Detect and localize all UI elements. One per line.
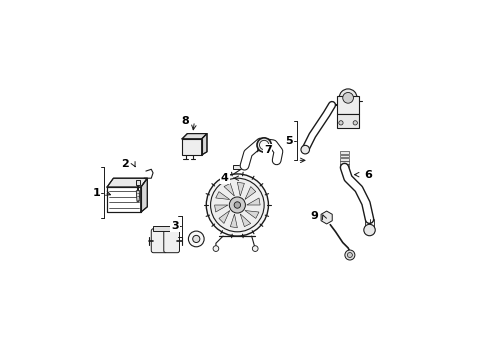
- Circle shape: [344, 250, 354, 260]
- Text: 5: 5: [285, 136, 292, 146]
- Polygon shape: [182, 134, 206, 139]
- Polygon shape: [141, 178, 147, 212]
- Bar: [340, 164, 348, 167]
- Polygon shape: [107, 187, 141, 212]
- Circle shape: [229, 197, 245, 213]
- Circle shape: [259, 140, 268, 150]
- Text: 8: 8: [182, 116, 189, 126]
- Polygon shape: [230, 214, 237, 228]
- Circle shape: [300, 145, 309, 154]
- Polygon shape: [215, 192, 229, 199]
- Text: 7: 7: [264, 145, 271, 155]
- Polygon shape: [246, 198, 260, 205]
- Bar: [182, 139, 201, 155]
- Bar: [233, 165, 241, 169]
- Circle shape: [346, 252, 352, 257]
- FancyBboxPatch shape: [151, 229, 166, 253]
- Circle shape: [234, 202, 240, 208]
- Circle shape: [338, 121, 343, 125]
- Text: 2: 2: [121, 159, 128, 169]
- Polygon shape: [136, 191, 140, 202]
- Text: 9: 9: [309, 211, 318, 221]
- Bar: [340, 154, 348, 157]
- Circle shape: [339, 89, 356, 107]
- Polygon shape: [153, 226, 177, 231]
- Polygon shape: [237, 182, 244, 196]
- Circle shape: [213, 246, 218, 251]
- Polygon shape: [107, 178, 147, 187]
- Polygon shape: [219, 211, 229, 224]
- Polygon shape: [224, 183, 234, 196]
- Text: 4: 4: [221, 173, 228, 183]
- Bar: [340, 161, 348, 164]
- Polygon shape: [201, 134, 206, 155]
- Circle shape: [188, 231, 203, 247]
- Bar: [337, 114, 358, 128]
- Circle shape: [342, 93, 353, 103]
- Circle shape: [252, 246, 258, 251]
- Polygon shape: [214, 205, 227, 212]
- FancyBboxPatch shape: [163, 229, 179, 253]
- Circle shape: [210, 178, 264, 232]
- Circle shape: [206, 174, 268, 236]
- Text: 3: 3: [171, 221, 178, 231]
- Text: 1: 1: [92, 188, 100, 198]
- Circle shape: [257, 138, 271, 152]
- Polygon shape: [244, 211, 259, 219]
- Bar: [337, 96, 358, 114]
- Bar: [136, 180, 140, 185]
- Bar: [340, 152, 348, 154]
- Circle shape: [363, 224, 374, 236]
- Circle shape: [192, 235, 200, 243]
- Circle shape: [352, 121, 357, 125]
- Bar: [340, 158, 348, 161]
- Polygon shape: [321, 211, 331, 224]
- Polygon shape: [240, 214, 250, 227]
- Text: 6: 6: [363, 170, 371, 180]
- Polygon shape: [244, 186, 255, 199]
